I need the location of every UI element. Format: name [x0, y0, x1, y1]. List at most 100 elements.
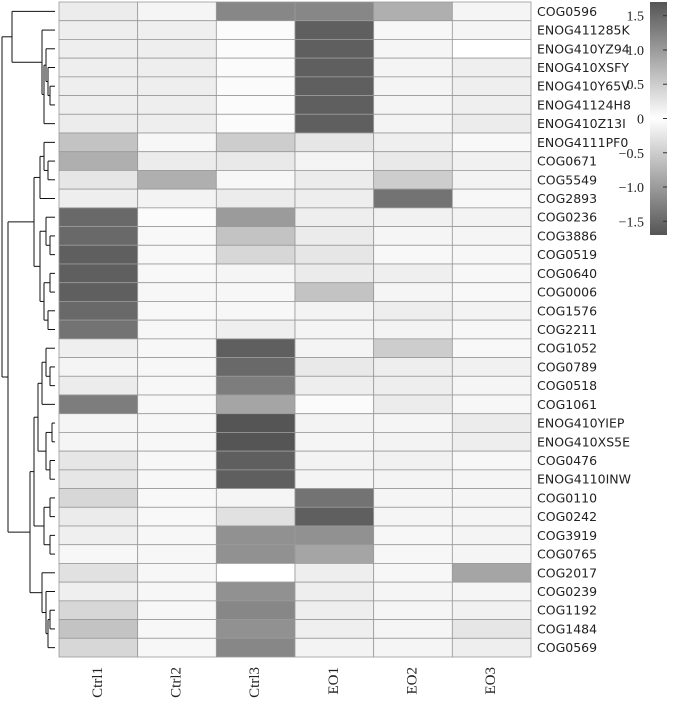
heatmap-cell-COG0236-Ctrl3	[215, 207, 296, 227]
heatmap-cell-COG0518-EO1	[294, 375, 375, 396]
heatmap-cell-COG3886-Ctrl3	[215, 226, 296, 246]
heatmap-cell-COG0236-EO3	[451, 207, 532, 227]
row-label: COG0236	[537, 210, 597, 225]
heatmap-cell-ENOG410XSFY-EO3	[451, 57, 532, 78]
heatmap-cell-COG0242-Ctrl1	[58, 506, 139, 527]
heatmap-cell-COG3886-Ctrl1	[58, 226, 139, 246]
heatmap-cell-COG2893-Ctrl1	[58, 188, 139, 209]
heatmap-cell-ENOG410YIEP-EO1	[294, 413, 375, 433]
heatmap-cell-COG0671-Ctrl2	[137, 151, 217, 171]
row-label: ENOG4111PF0	[537, 135, 628, 150]
heatmap-cell-COG0596-Ctrl2	[137, 1, 217, 22]
heatmap-cell-COG0518-Ctrl2	[137, 375, 217, 396]
heatmap-cell-COG1576-Ctrl2	[137, 301, 217, 321]
heatmap-cell-COG0789-EO3	[451, 357, 532, 377]
heatmap-cell-COG0239-Ctrl2	[137, 581, 217, 602]
color-legend: 1.5 1.0 0.5 0 −0.5 −1.0 −1.5	[619, 2, 667, 235]
row-label: COG2211	[537, 322, 597, 337]
heatmap-cell-COG0640-Ctrl3	[215, 263, 296, 284]
heatmap-cell-ENOG4111PF0-EO3	[451, 132, 532, 153]
heatmap-cell-COG1061-EO3	[451, 394, 532, 415]
legend-tick-label: −1.5	[619, 215, 644, 230]
row-label: COG0239	[537, 584, 597, 599]
heatmap-cell-ENOG4110INW-EO2	[373, 469, 453, 489]
heatmap-cell-ENOG410XS5E-EO3	[451, 432, 532, 452]
heatmap-cell-ENOG410Y65V-EO2	[373, 76, 453, 96]
heatmap-cell-ENOG41124H8-EO1	[294, 95, 375, 115]
legend-tick-label: 0.5	[627, 78, 645, 93]
heatmap-cell-COG1484-Ctrl3	[215, 619, 296, 639]
heatmap-cell-ENOG410YIEP-EO2	[373, 413, 453, 433]
heatmap-cell-ENOG4111PF0-Ctrl3	[215, 132, 296, 153]
heatmap-cell-ENOG410Z13I-Ctrl1	[58, 113, 139, 134]
heatmap-cell-COG0671-Ctrl1	[58, 151, 139, 171]
heatmap-cell-COG1484-EO2	[373, 619, 453, 639]
heatmap-cell-COG0569-Ctrl3	[215, 637, 296, 658]
heatmap-cell-COG3919-EO3	[451, 525, 532, 546]
heatmap-cell-COG0765-Ctrl1	[58, 544, 139, 564]
heatmap-cell-ENOG410XSFY-EO2	[373, 57, 453, 78]
heatmap-cell-ENOG411285K-Ctrl1	[58, 20, 139, 40]
heatmap-cell-COG0789-Ctrl1	[58, 357, 139, 377]
heatmap-cell-ENOG410Z13I-Ctrl3	[215, 113, 296, 134]
heatmap-cell-COG5549-EO3	[451, 170, 532, 190]
row-label: COG2893	[537, 191, 597, 206]
heatmap-cell-COG3919-Ctrl3	[215, 525, 296, 546]
heatmap-cell-ENOG410XS5E-Ctrl1	[58, 432, 139, 452]
heatmap-cell-COG1192-EO2	[373, 600, 453, 620]
heatmap-cell-ENOG410YZ94-Ctrl2	[137, 39, 217, 59]
heatmap-cell-COG1052-EO3	[451, 338, 532, 358]
heatmap-cell-COG0236-EO1	[294, 207, 375, 227]
heatmap-cell-COG3886-EO2	[373, 226, 453, 246]
heatmap-cell-COG2893-Ctrl2	[137, 188, 217, 209]
heatmap-cell-COG0239-Ctrl1	[58, 581, 139, 602]
heatmap-cell-ENOG4110INW-Ctrl1	[58, 469, 139, 489]
heatmap-cell-COG0110-EO3	[451, 488, 532, 508]
heatmap-cell-COG2211-EO1	[294, 319, 375, 340]
heatmap-cell-COG2211-EO2	[373, 319, 453, 340]
heatmap-cell-COG2893-Ctrl3	[215, 188, 296, 209]
row-label: COG0789	[537, 359, 597, 374]
row-label: COG2017	[537, 565, 597, 580]
color-legend-ticks: 1.5 1.0 0.5 0 −0.5 −1.0 −1.5	[619, 10, 667, 230]
heatmap-cell-COG5549-Ctrl1	[58, 170, 139, 190]
column-label: EO3	[483, 667, 499, 695]
legend-tick-label: 1.0	[627, 44, 645, 59]
heatmap-cell-COG0476-Ctrl1	[58, 450, 139, 471]
heatmap-cell-ENOG4111PF0-EO2	[373, 132, 453, 153]
heatmap-cell-COG0671-EO2	[373, 151, 453, 171]
heatmap-cell-COG1052-Ctrl1	[58, 338, 139, 358]
heatmap-cell-COG5549-Ctrl3	[215, 170, 296, 190]
heatmap-cell-ENOG410YZ94-EO2	[373, 39, 453, 59]
heatmap-cell-COG2893-EO2	[373, 188, 453, 209]
heatmap-cell-COG0110-EO1	[294, 488, 375, 508]
heatmap-cell-ENOG410YZ94-Ctrl3	[215, 39, 296, 59]
heatmap-cell-ENOG4110INW-EO3	[451, 469, 532, 489]
row-label: COG0671	[537, 154, 597, 169]
heatmap-cell-COG0671-EO1	[294, 151, 375, 171]
heatmap-cell-ENOG4111PF0-Ctrl2	[137, 132, 217, 153]
heatmap-cell-COG1061-Ctrl1	[58, 394, 139, 415]
heatmap-cell-COG0242-Ctrl3	[215, 506, 296, 527]
heatmap-cell-COG5549-EO2	[373, 170, 453, 190]
heatmap-cell-COG0518-EO3	[451, 375, 532, 396]
heatmap-cell-ENOG410Y65V-Ctrl2	[137, 76, 217, 96]
heatmap-cell-ENOG41124H8-EO3	[451, 95, 532, 115]
heatmap-cell-ENOG410YIEP-Ctrl2	[137, 413, 217, 433]
heatmap-cell-COG0006-EO1	[294, 282, 375, 302]
row-label: COG0519	[537, 247, 597, 262]
column-label: Ctrl2	[168, 667, 184, 698]
heatmap-cell-COG2017-Ctrl1	[58, 563, 139, 583]
heatmap-cell-COG0789-Ctrl3	[215, 357, 296, 377]
heatmap-cell-COG2017-Ctrl3	[215, 563, 296, 583]
heatmap-cell-COG0789-EO1	[294, 357, 375, 377]
heatmap-cell-COG0640-EO3	[451, 263, 532, 284]
heatmap-cell-COG1576-Ctrl3	[215, 301, 296, 321]
heatmap-cell-ENOG410XS5E-EO2	[373, 432, 453, 452]
heatmap-cell-COG0519-EO3	[451, 244, 532, 265]
heatmap-cell-COG2893-EO3	[451, 188, 532, 209]
heatmap-cell-COG1052-Ctrl3	[215, 338, 296, 358]
heatmap-cell-COG2211-Ctrl3	[215, 319, 296, 340]
row-label: ENOG410Z13I	[537, 116, 626, 131]
heatmap-cell-COG1576-EO3	[451, 301, 532, 321]
